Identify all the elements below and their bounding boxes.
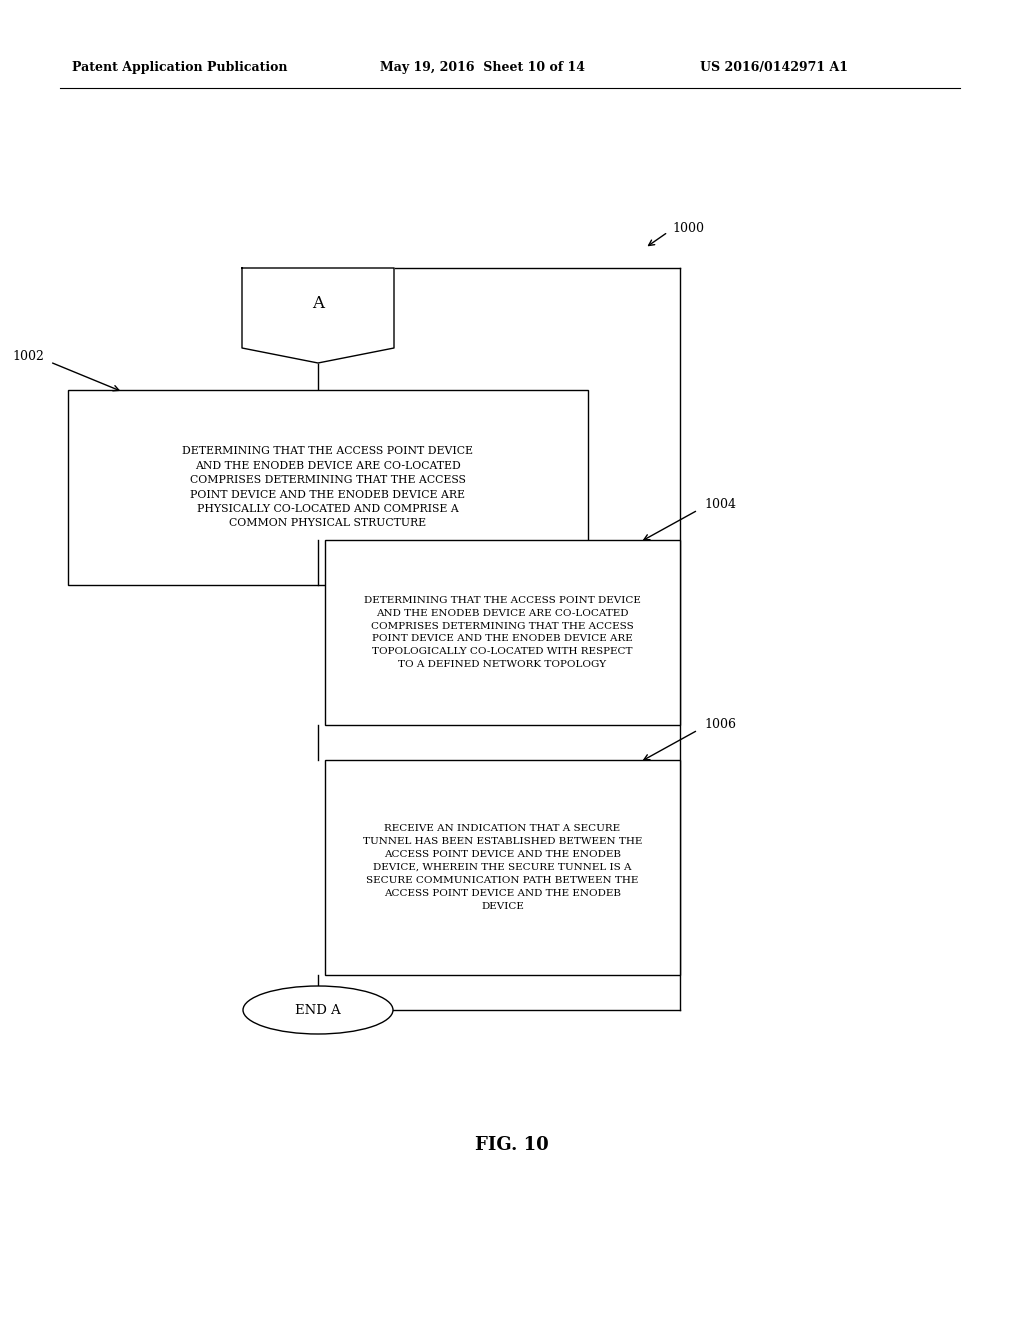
Ellipse shape (243, 986, 393, 1034)
Text: Patent Application Publication: Patent Application Publication (72, 62, 288, 74)
Polygon shape (242, 268, 394, 363)
Text: 1006: 1006 (705, 718, 736, 730)
Text: 1002: 1002 (12, 350, 44, 363)
Text: FIG. 10: FIG. 10 (475, 1137, 549, 1154)
Text: 1004: 1004 (705, 498, 736, 511)
Text: END A: END A (295, 1003, 341, 1016)
Text: May 19, 2016  Sheet 10 of 14: May 19, 2016 Sheet 10 of 14 (380, 62, 585, 74)
Bar (325, 760, 680, 975)
Text: 1000: 1000 (672, 222, 705, 235)
Bar (68, 389, 588, 585)
Text: RECEIVE AN INDICATION THAT A SECURE
TUNNEL HAS BEEN ESTABLISHED BETWEEN THE
ACCE: RECEIVE AN INDICATION THAT A SECURE TUNN… (362, 825, 642, 911)
Text: DETERMINING THAT THE ACCESS POINT DEVICE
AND THE ENODEB DEVICE ARE CO-LOCATED
CO: DETERMINING THAT THE ACCESS POINT DEVICE… (182, 446, 473, 528)
Text: DETERMINING THAT THE ACCESS POINT DEVICE
AND THE ENODEB DEVICE ARE CO-LOCATED
CO: DETERMINING THAT THE ACCESS POINT DEVICE… (365, 595, 641, 669)
Text: A: A (312, 294, 324, 312)
Bar (325, 540, 680, 725)
Text: US 2016/0142971 A1: US 2016/0142971 A1 (700, 62, 848, 74)
